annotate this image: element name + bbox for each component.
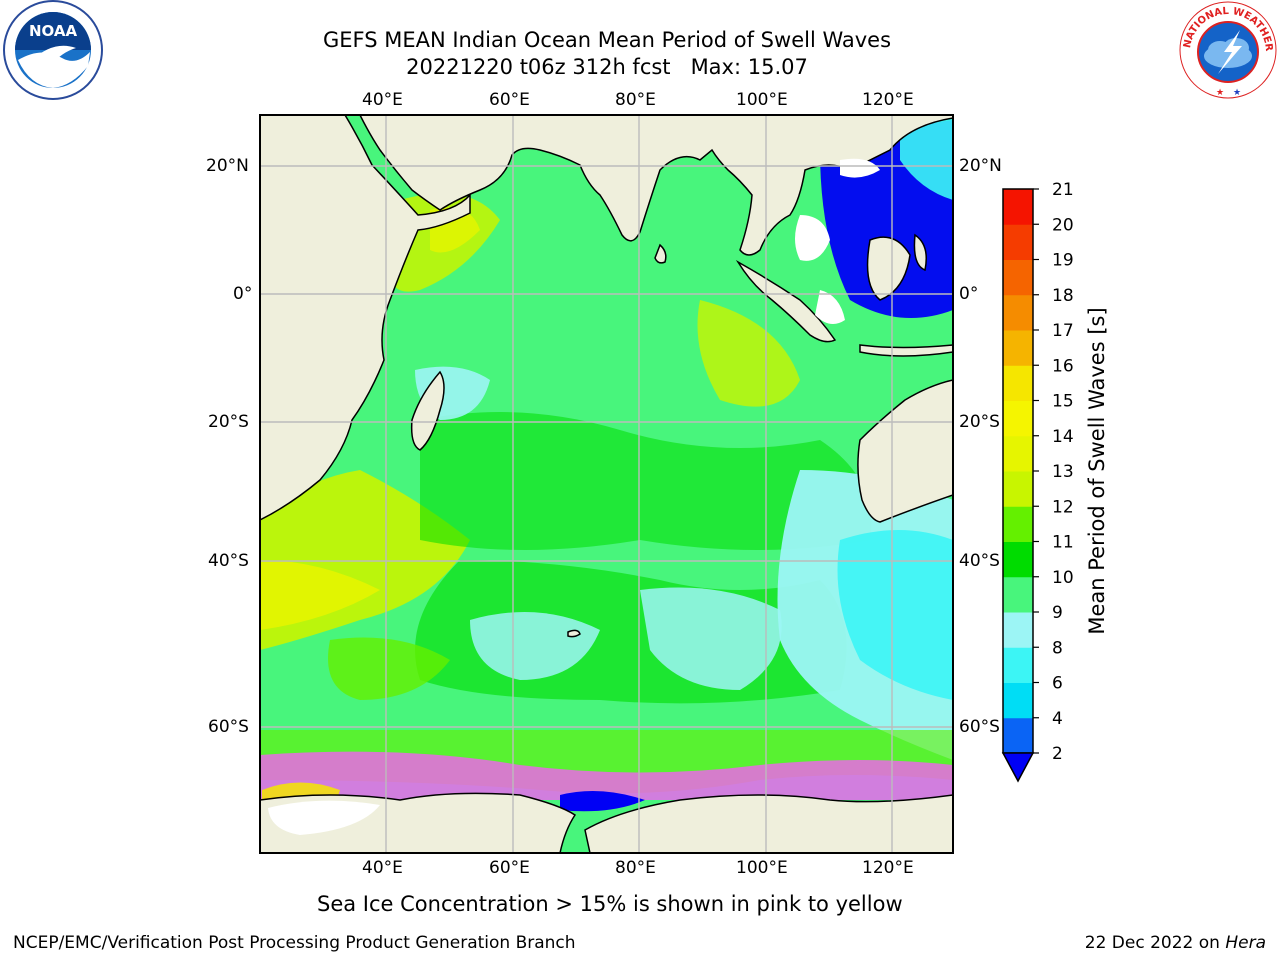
lat-label-left-40s: 40°S xyxy=(208,551,249,571)
lat-label-right-0: 0° xyxy=(959,284,979,304)
colorbar-segment xyxy=(1003,435,1033,472)
colorbar-segment xyxy=(1003,330,1033,366)
lon-label-top-80e: 80°E xyxy=(615,90,656,110)
colorbar-tick-label: 12 xyxy=(1052,497,1074,517)
colorbar-segment xyxy=(1003,506,1033,542)
lat-label-left-60s: 60°S xyxy=(208,717,249,737)
sea-ice-band xyxy=(260,751,953,800)
colorbar-segment xyxy=(1003,224,1033,260)
colorbar-segment xyxy=(1003,647,1033,683)
colorbar-tick-label: 4 xyxy=(1052,709,1063,729)
colorbar-segment xyxy=(1003,259,1033,296)
chart-subtitle: 20221220 t06z 312h fcst Max: 15.07 xyxy=(406,55,808,79)
lat-label-right-20s: 20°S xyxy=(959,412,1000,432)
land-masses xyxy=(260,115,953,853)
colorbar-tick-label: 8 xyxy=(1052,638,1063,658)
lat-label-left-0: 0° xyxy=(233,284,253,304)
colorbar-tick-label: 13 xyxy=(1052,462,1074,482)
footer-machine: Hera xyxy=(1225,933,1266,953)
lat-label-right-60s: 60°S xyxy=(959,717,1000,737)
swell-field-shading xyxy=(260,115,953,820)
colorbar-tick-label: 2 xyxy=(1052,744,1063,764)
footer-date-text: 22 Dec 2022 on xyxy=(1084,933,1226,953)
colorbar-tick-label: 19 xyxy=(1052,251,1074,271)
colorbar-segment xyxy=(1003,541,1033,578)
lon-label-top-60e: 60°E xyxy=(489,90,530,110)
colorbar-ticks: 2 4 6 8 9 10 11 12 13 14 15 16 17 18 19 20 21 xyxy=(1033,180,1074,764)
lon-label-top-100e: 100°E xyxy=(736,90,788,110)
colorbar-segment xyxy=(1003,294,1033,331)
lon-label-bottom-120e: 120°E xyxy=(862,858,914,878)
lat-label-left-20n: 20°N xyxy=(206,156,249,176)
colorbar-segment xyxy=(1003,471,1033,507)
svg-text:★: ★ xyxy=(1216,88,1224,98)
nws-logo: NATIONAL WEATHER SERVICE ★ ★ xyxy=(1178,0,1277,99)
colorbar-segment xyxy=(1003,682,1033,719)
colorbar-segment xyxy=(1003,717,1033,754)
colorbar-tick-label: 21 xyxy=(1052,180,1074,200)
lon-label-top-40e: 40°E xyxy=(362,90,403,110)
lon-label-bottom-100e: 100°E xyxy=(736,858,788,878)
colorbar-tick-label: 6 xyxy=(1052,674,1063,694)
footer-date: 22 Dec 2022 on Hera xyxy=(1085,933,1266,953)
noaa-logo-text: NOAA xyxy=(29,22,78,40)
sea-ice-note: Sea Ice Concentration > 15% is shown in … xyxy=(317,892,903,916)
colorbar-tick-label: 10 xyxy=(1052,568,1074,588)
colorbar-segment xyxy=(1003,189,1033,225)
colorbar-label: Mean Period of Swell Waves [s] xyxy=(1085,307,1109,635)
lon-label-bottom-60e: 60°E xyxy=(489,858,530,878)
lon-label-bottom-40e: 40°E xyxy=(362,858,403,878)
colorbar-tick-label: 9 xyxy=(1052,603,1063,623)
colorbar-tick-label: 20 xyxy=(1052,215,1074,235)
colorbar-segment xyxy=(1003,576,1033,613)
colorbar-tick-label: 14 xyxy=(1052,427,1074,447)
colorbar-segment xyxy=(1003,365,1033,401)
colorbar-tick-label: 15 xyxy=(1052,392,1074,412)
colorbar-tick-label: 18 xyxy=(1052,286,1074,306)
lon-label-bottom-80e: 80°E xyxy=(615,858,656,878)
chart-title: GEFS MEAN Indian Ocean Mean Period of Sw… xyxy=(322,28,892,52)
no-data-regions xyxy=(268,158,880,835)
colorbar-segment xyxy=(1003,400,1033,437)
noaa-logo: NOAA xyxy=(3,0,103,100)
lat-label-right-40s: 40°S xyxy=(959,551,1000,571)
colorbar-tick-label: 11 xyxy=(1052,533,1074,553)
lon-label-top-120e: 120°E xyxy=(862,90,914,110)
colorbar-segment xyxy=(1003,612,1033,648)
colorbar xyxy=(1003,189,1033,754)
colorbar-tick-label: 17 xyxy=(1052,321,1074,341)
lat-label-right-20n: 20°N xyxy=(959,156,1002,176)
colorbar-under-arrow xyxy=(1001,752,1035,783)
footer-credit: NCEP/EMC/Verification Post Processing Pr… xyxy=(13,933,576,953)
map-frame xyxy=(259,114,954,854)
lat-label-left-20s: 20°S xyxy=(208,412,249,432)
svg-text:★: ★ xyxy=(1233,88,1241,98)
colorbar-tick-label: 16 xyxy=(1052,356,1074,376)
graticule xyxy=(260,115,953,853)
